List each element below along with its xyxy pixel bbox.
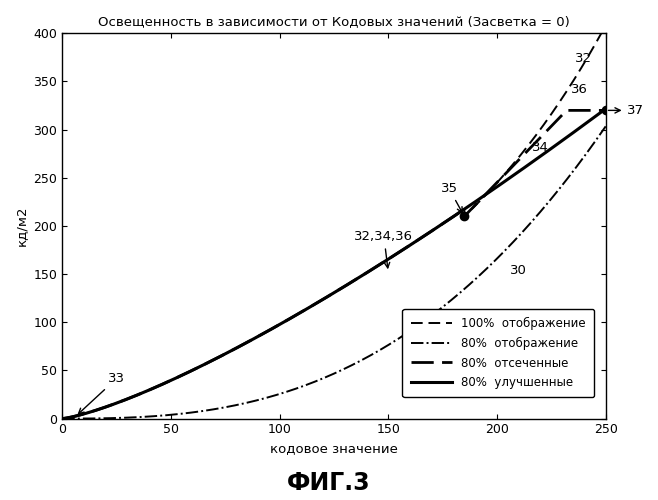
80%  отсеченные <box>563 108 570 114</box>
80%  отображение <box>596 132 604 138</box>
Line: 80%  отсеченные: 80% отсеченные <box>63 110 617 418</box>
100%  отображение <box>228 348 236 354</box>
100%  отображение <box>194 364 202 370</box>
Text: 34: 34 <box>532 141 549 154</box>
Text: 35: 35 <box>441 182 463 212</box>
80%  улучшенные <box>346 280 354 286</box>
X-axis label: кодовое значение: кодовое значение <box>270 442 398 455</box>
Text: ФИГ.3: ФИГ.3 <box>287 471 371 495</box>
80%  отображение <box>59 416 66 422</box>
80%  улучшенные <box>59 416 66 422</box>
Line: 100%  отображение: 100% отображение <box>63 34 601 418</box>
80%  улучшенные <box>600 108 608 114</box>
Line: 80%  улучшенные: 80% улучшенные <box>63 110 607 418</box>
80%  отображение <box>328 372 336 378</box>
100%  отображение <box>597 30 605 36</box>
Text: 32,34,36: 32,34,36 <box>355 230 413 268</box>
Text: 33: 33 <box>78 372 125 414</box>
100%  отображение <box>293 312 301 318</box>
80%  улучшенные <box>292 312 300 318</box>
80%  отсеченные <box>495 178 503 184</box>
100%  отображение <box>408 241 416 247</box>
100%  отображение <box>590 44 597 50</box>
Text: 30: 30 <box>510 264 527 277</box>
80%  отображение <box>613 108 620 114</box>
80%  отсеченные <box>597 108 605 114</box>
Text: 32: 32 <box>575 52 592 65</box>
80%  отображение <box>313 378 321 384</box>
80%  отображение <box>87 416 95 422</box>
80%  улучшенные <box>429 228 437 234</box>
80%  улучшенные <box>431 226 439 232</box>
80%  отсеченные <box>613 108 620 114</box>
80%  отсеченные <box>328 291 336 297</box>
80%  отображение <box>495 254 503 260</box>
Y-axis label: кд/м2: кд/м2 <box>15 206 28 246</box>
80%  отсеченные <box>59 416 66 422</box>
80%  улучшенные <box>603 108 611 114</box>
80%  отсеченные <box>596 108 604 114</box>
80%  отсеченные <box>87 409 95 415</box>
80%  улучшенные <box>141 388 149 394</box>
80%  отображение <box>596 131 604 137</box>
100%  отображение <box>230 346 238 352</box>
80%  улучшенные <box>88 408 96 414</box>
Text: 37: 37 <box>609 104 644 117</box>
Title: Освещенность в зависимости от Кодовых значений (Засветка = 0): Освещенность в зависимости от Кодовых зн… <box>98 15 570 28</box>
100%  отображение <box>59 416 66 422</box>
Text: 36: 36 <box>571 83 588 96</box>
80%  отсеченные <box>313 300 321 306</box>
Legend: 100%  отображение, 80%  отображение, 80%  отсеченные, 80%  улучшенные: 100% отображение, 80% отображение, 80% о… <box>402 309 594 398</box>
Line: 80%  отображение: 80% отображение <box>63 110 617 418</box>
